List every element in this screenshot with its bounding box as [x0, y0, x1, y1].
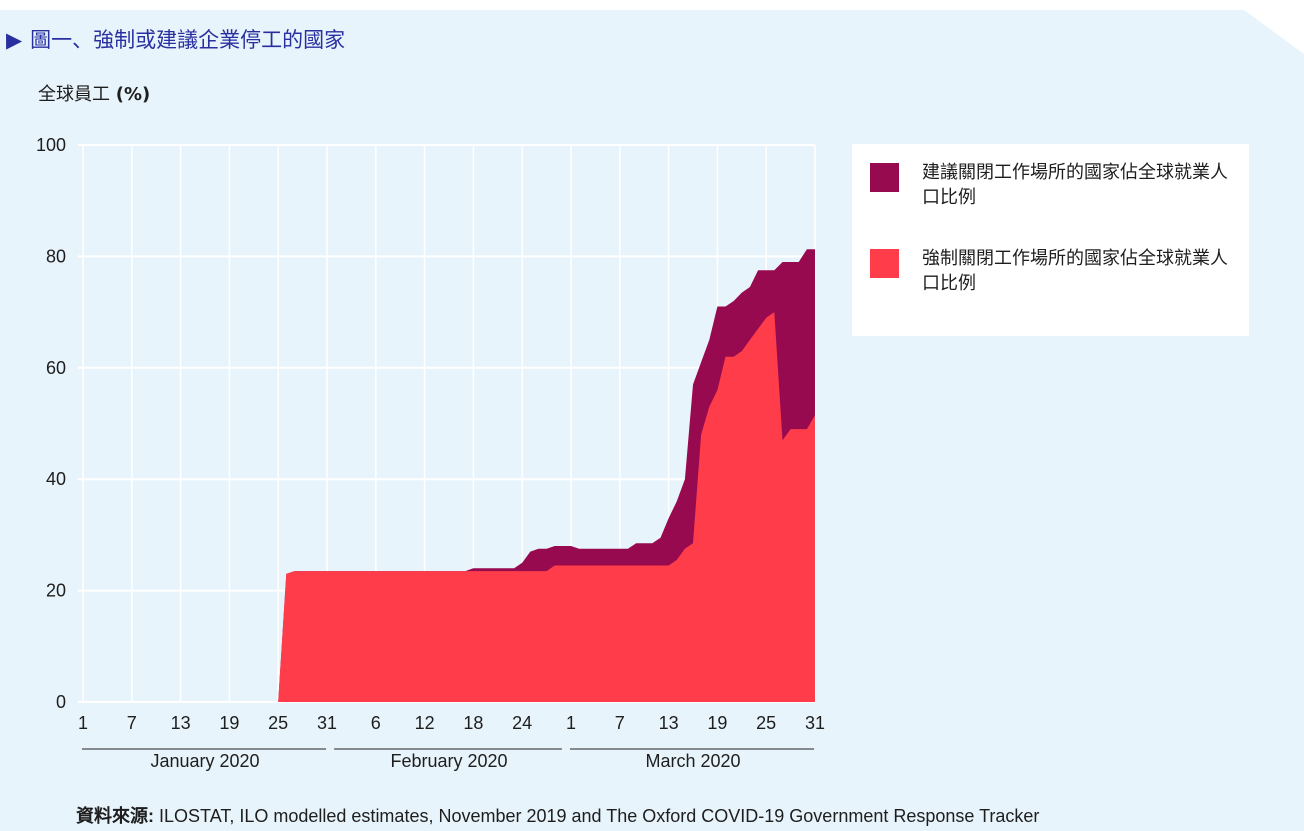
month-label: January 2020 [150, 751, 259, 771]
x-tick-label: 6 [371, 713, 381, 733]
y-tick-label: 0 [56, 692, 66, 712]
y-tick-label: 100 [36, 135, 66, 155]
area-required [83, 312, 815, 702]
x-tick-label: 18 [463, 713, 483, 733]
chart-areas [83, 249, 815, 702]
x-axis: 1 7 13 19 25 31 6 12 18 24 1 7 13 19 25 31 January 2020 F… [78, 713, 825, 771]
source-label: 資料來源: [76, 806, 154, 826]
x-tick-label: 1 [78, 713, 88, 733]
month-label: March 2020 [645, 751, 740, 771]
y-axis: 0 20 40 60 80 100 [36, 135, 66, 712]
source-note: 資料來源: ILOSTAT, ILO modelled estimates, N… [76, 802, 1039, 828]
x-tick-label: 25 [756, 713, 776, 733]
source-text: ILOSTAT, ILO modelled estimates, Novembe… [159, 806, 1040, 826]
x-tick-label: 1 [566, 713, 576, 733]
title-marker-icon: ▶ [6, 28, 23, 52]
x-tick-label: 13 [659, 713, 679, 733]
x-tick-label: 12 [415, 713, 435, 733]
legend-swatch-required [870, 249, 899, 278]
y-tick-label: 20 [46, 581, 66, 601]
legend-label-recommended: 建議關閉工作場所的國家佔全球就業人口比例 [922, 162, 1228, 208]
x-tick-label: 19 [219, 713, 239, 733]
figure-title: ▶ 圖一、強制或建議企業停工的國家 [6, 24, 345, 54]
y-axis-unit: (%) [115, 84, 151, 105]
figure-title-text: 圖一、強制或建議企業停工的國家 [30, 28, 346, 52]
x-tick-label: 31 [805, 713, 825, 733]
y-tick-label: 80 [46, 246, 66, 266]
y-axis-caption: 全球員工 (%) [38, 80, 150, 106]
x-tick-label: 31 [317, 713, 337, 733]
legend-label-required: 強制關閉工作場所的國家佔全球就業人口比例 [922, 248, 1228, 294]
x-tick-label: 25 [268, 713, 288, 733]
y-axis-label: 全球員工 [38, 84, 110, 105]
x-tick-label: 13 [171, 713, 191, 733]
month-label: February 2020 [390, 751, 507, 771]
legend: 建議關閉工作場所的國家佔全球就業人口比例 強制關閉工作場所的國家佔全球就業人口比… [852, 144, 1249, 336]
x-tick-label: 19 [707, 713, 727, 733]
y-tick-label: 60 [46, 358, 66, 378]
x-tick-label: 7 [615, 713, 625, 733]
x-tick-label: 24 [512, 713, 532, 733]
legend-swatch-recommended [870, 163, 899, 192]
x-tick-label: 7 [127, 713, 137, 733]
y-tick-label: 40 [46, 469, 66, 489]
